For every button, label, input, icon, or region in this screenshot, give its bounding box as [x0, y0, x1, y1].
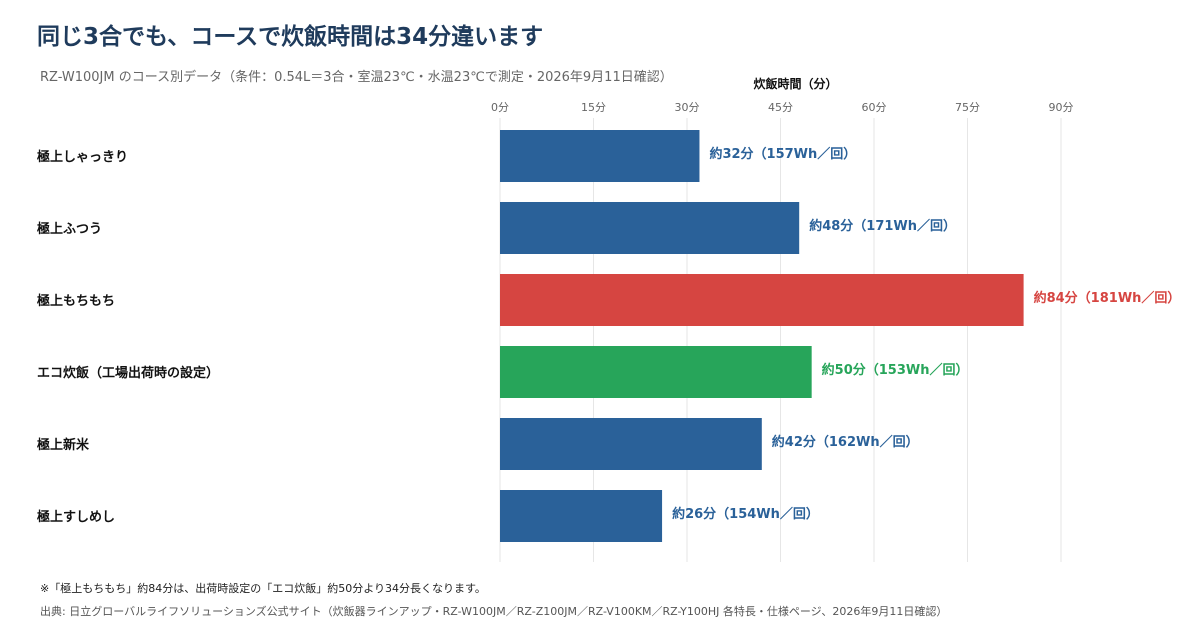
x-axis-title: 炊飯時間（分） [753, 76, 837, 91]
category-label: 極上しゃっきり [36, 149, 128, 165]
category-label: 極上新米 [36, 437, 90, 453]
bar [500, 202, 800, 254]
bar [500, 418, 762, 470]
x-tick-label: 30分 [675, 101, 700, 114]
category-label: 極上もちもち [36, 293, 115, 309]
x-tick-label: 90分 [1049, 101, 1074, 114]
bar [500, 490, 663, 542]
x-tick-label: 15分 [581, 101, 606, 114]
data-label: 約84分（181Wh／回） [1034, 290, 1181, 306]
data-label: 約50分（153Wh／回） [822, 362, 969, 378]
chart-subtitle: RZ-W100JM のコース別データ（条件：0.54L＝3合・室温23℃・水温2… [40, 70, 673, 85]
data-label: 約26分（154Wh／回） [672, 506, 819, 522]
bar [500, 274, 1024, 326]
category-label: 極上すしめし [36, 509, 115, 525]
data-label: 約48分（171Wh／回） [809, 218, 956, 234]
data-label: 約42分（162Wh／回） [772, 434, 919, 450]
data-label: 約32分（157Wh／回） [709, 146, 856, 162]
x-tick-label: 45分 [768, 101, 793, 114]
bar [500, 346, 812, 398]
x-tick-label: 75分 [955, 101, 980, 114]
category-label: 極上ふつう [36, 221, 102, 237]
category-label: エコ炊飯（工場出荷時の設定） [37, 365, 219, 381]
x-tick-label: 60分 [862, 101, 887, 114]
footnote: ※「極上もちもち」約84分は、出荷時設定の「エコ炊飯」約50分より34分長くなり… [40, 582, 486, 595]
x-tick-label: 0分 [491, 101, 509, 114]
bar [500, 130, 700, 182]
source-note: 出典: 日立グローバルライフソリューションズ公式サイト（炊飯器ラインアップ・RZ… [40, 605, 948, 618]
chart-title: 同じ3合でも、コースで炊飯時間は34分違います [37, 24, 544, 50]
